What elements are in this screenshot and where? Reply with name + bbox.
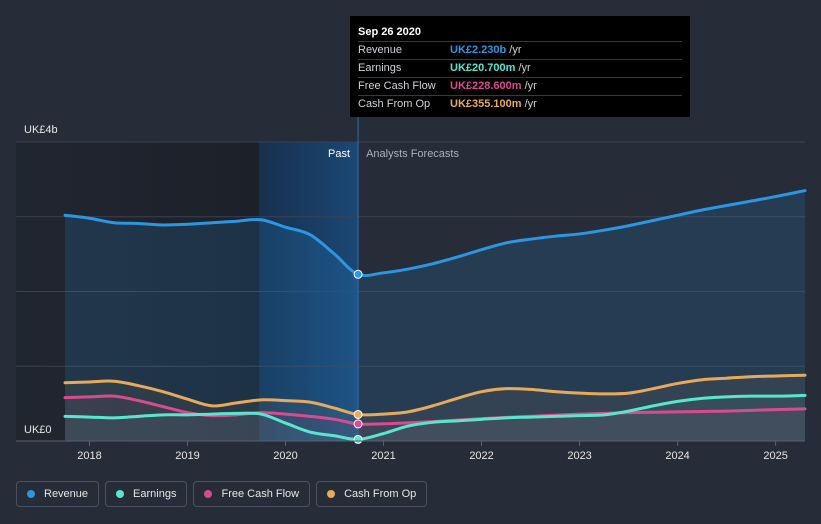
tooltip-value: UK£355.100m (450, 98, 522, 110)
legend-label: Free Cash Flow (221, 488, 300, 500)
area-cash-from-op (65, 375, 805, 441)
legend-item-earnings[interactable]: Earnings (105, 481, 188, 507)
legend-item-cash-from-op[interactable]: Cash From Op (316, 481, 428, 507)
x-tick-label: 2018 (77, 450, 101, 462)
legend-dot-icon (204, 490, 213, 498)
tooltip-row-free-cash-flow: Free Cash Flow UK£228.600m /yr (358, 77, 682, 95)
tooltip-label: Cash From Op (358, 98, 431, 110)
tooltip: Sep 26 2020 Revenue UK£2.230b /yr Earnin… (350, 16, 690, 117)
tooltip-unit: /yr (518, 62, 531, 74)
tooltip-date: Sep 26 2020 (358, 26, 421, 38)
tooltip-value: UK£2.230b (450, 44, 507, 56)
line-revenue (63, 189, 807, 278)
x-axis: 2018 2019 2020 2021 2022 2023 2024 2025 (16, 440, 805, 462)
tooltip-row-cash-from-op: Cash From Op UK£355.100m /yr (358, 95, 682, 113)
x-tick-label: 2021 (371, 450, 395, 462)
legend-label: Cash From Op (344, 488, 417, 500)
legend-dot-icon (27, 490, 35, 498)
marker-cash-from-op (353, 409, 363, 419)
forecast-section-label: Analysts Forecasts (366, 148, 459, 160)
area-free-cash-flow (65, 395, 805, 441)
tooltip-unit: /yr (524, 98, 537, 110)
x-tick-label: 2022 (469, 450, 493, 462)
tooltip-value: UK£228.600m (450, 80, 522, 92)
series-areas (65, 190, 805, 441)
past-section-label: Past (328, 148, 350, 160)
x-tick-label: 2024 (665, 450, 689, 462)
tooltip-unit: /yr (509, 44, 522, 56)
area-earnings (65, 395, 805, 441)
tooltip-value: UK£20.700m (450, 62, 516, 74)
line-earnings (63, 393, 807, 441)
marker-earnings (353, 434, 363, 444)
legend-dot-icon (327, 490, 336, 498)
tooltip-row-earnings: Earnings UK£20.700m /yr (358, 59, 682, 77)
tooltip-label: Free Cash Flow (358, 80, 436, 92)
area-revenue (65, 190, 805, 441)
series-lines (63, 16, 807, 441)
legend: Revenue Earnings Free Cash Flow Cash Fro… (16, 481, 433, 507)
y-axis-top-label: UK£4b (24, 124, 58, 136)
marker-free-cash-flow (353, 419, 363, 429)
legend-dot-icon (116, 490, 125, 498)
legend-label: Revenue (44, 488, 89, 500)
tooltip-row-revenue: Revenue UK£2.230b /yr (358, 41, 682, 59)
x-tick-label: 2020 (273, 450, 297, 462)
tooltip-label: Revenue (358, 44, 403, 56)
tooltip-label: Earnings (358, 62, 402, 74)
legend-label: Earnings (133, 488, 177, 500)
y-axis-bottom-label: UK£0 (24, 424, 52, 436)
x-tick-label: 2019 (175, 450, 199, 462)
tooltip-unit: /yr (524, 80, 537, 92)
x-tick-label: 2025 (763, 450, 787, 462)
legend-item-free-cash-flow[interactable]: Free Cash Flow (193, 481, 311, 507)
legend-item-revenue[interactable]: Revenue (16, 481, 100, 507)
marker-revenue (353, 269, 363, 279)
x-tick-label: 2023 (567, 450, 591, 462)
line-cash-from-op (63, 373, 807, 417)
line-free-cash-flow (63, 394, 807, 426)
